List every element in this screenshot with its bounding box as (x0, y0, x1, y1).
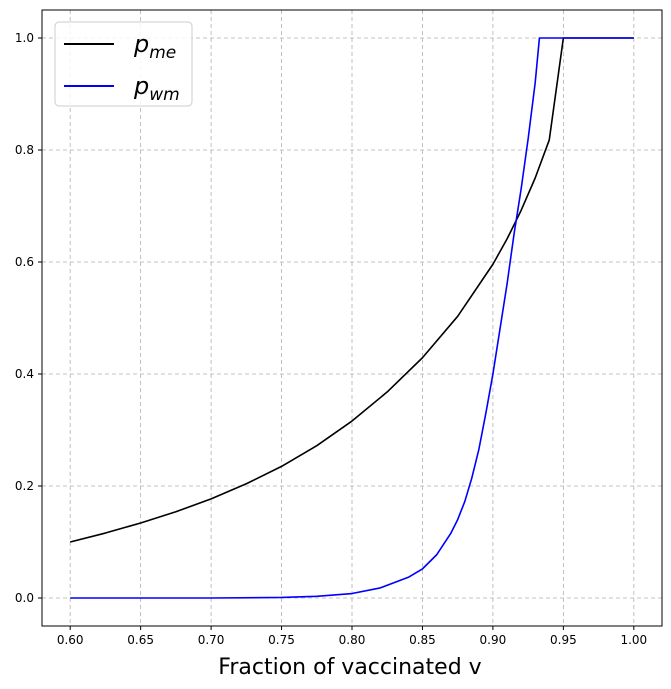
series-line-p-wm (70, 37, 634, 599)
x-tick-label: 0.85 (409, 633, 436, 647)
x-tick-label: 0.80 (339, 633, 366, 647)
legend-label: pwm (133, 72, 180, 105)
y-tick-label: 0.8 (15, 143, 34, 157)
legend-label-subscript: wm (149, 85, 179, 105)
x-tick-label: 0.65 (127, 633, 154, 647)
x-axis-title: Fraction of vaccinated v (218, 655, 481, 680)
y-tick-label: 0.4 (15, 367, 34, 381)
series-lines (69, 37, 634, 599)
y-tick-label: 0.6 (15, 255, 34, 269)
legend-label-base: p (133, 72, 149, 100)
legend-label-subscript: me (149, 43, 176, 63)
y-tick-label: 0.2 (15, 479, 34, 493)
legend-label: pme (133, 30, 176, 63)
x-tick-label: 0.60 (57, 633, 84, 647)
legend-label-base: p (133, 30, 149, 58)
y-tick-label: 1.0 (15, 31, 34, 45)
x-tick-label: 0.70 (198, 633, 225, 647)
x-tick-label: 0.90 (480, 633, 507, 647)
x-tick-label: 0.95 (550, 633, 577, 647)
x-tick-label: 0.75 (268, 633, 295, 647)
y-tick-label: 0.0 (15, 591, 34, 605)
axis-ticks: 0.60 0.65 0.70 0.75 0.80 0.85 0.90 0.95 1.00 0.0 0… (15, 31, 647, 647)
x-tick-label: 1.00 (620, 633, 647, 647)
